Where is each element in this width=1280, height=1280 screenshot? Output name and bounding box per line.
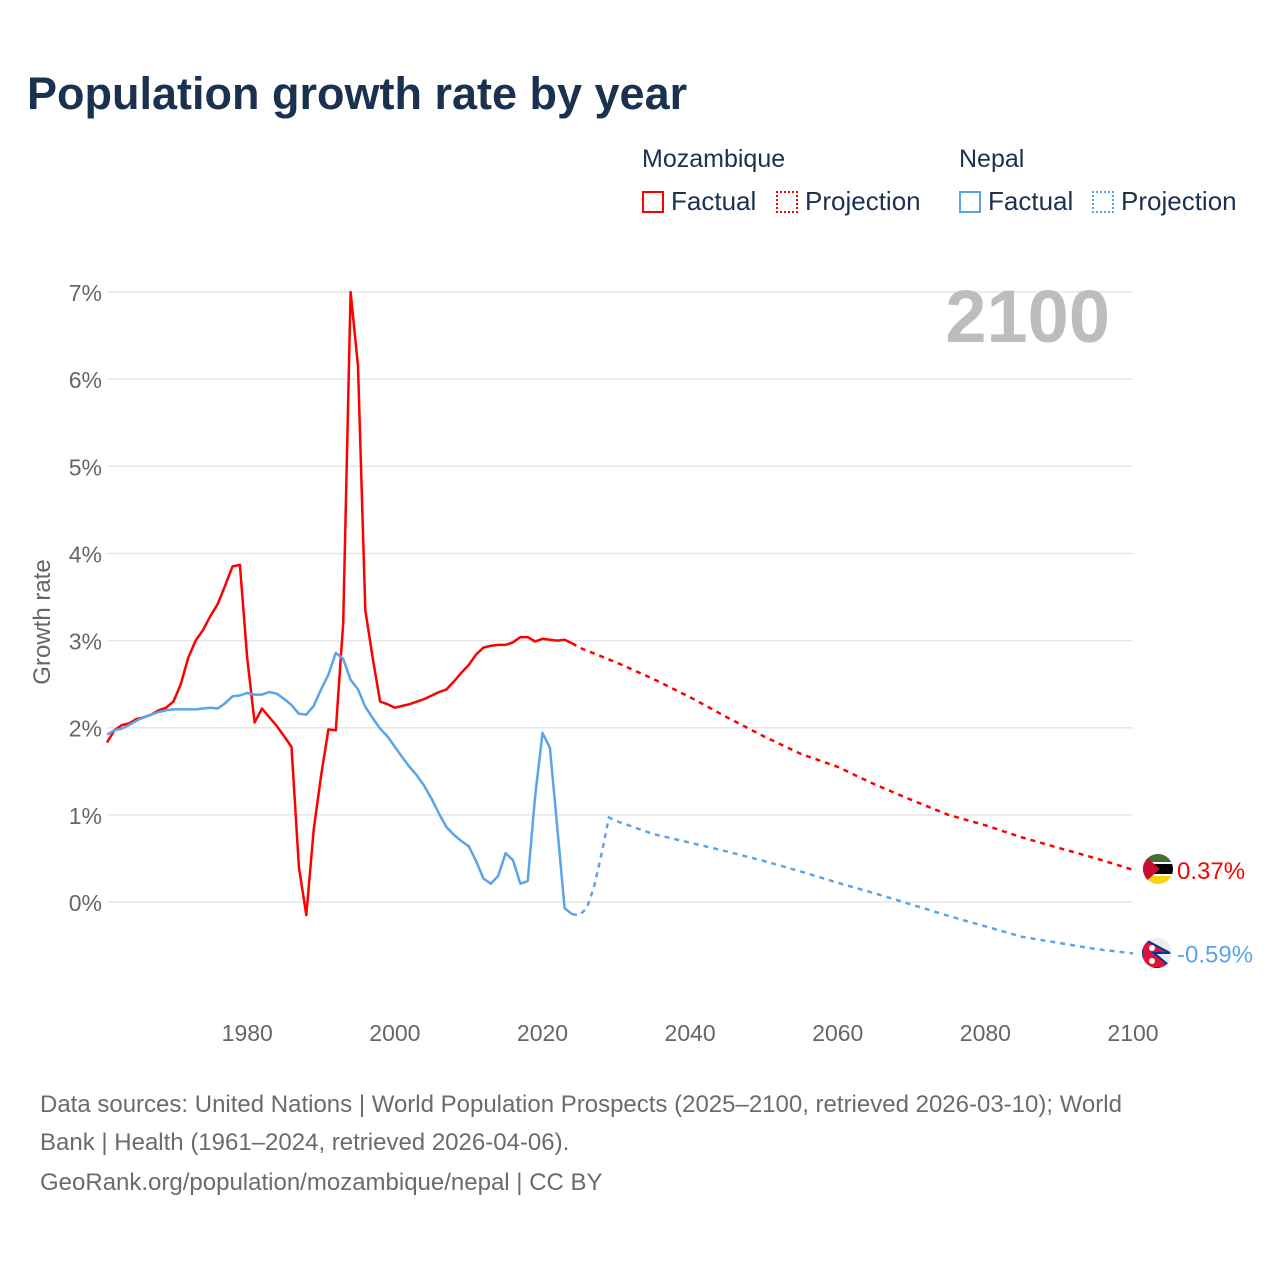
legend-mozambique-title: Mozambique — [642, 145, 786, 173]
legend-nepal-projection[interactable]: Projection — [1092, 186, 1237, 217]
x-tick-label: 2060 — [812, 1020, 863, 1046]
y-tick-label: 5% — [69, 454, 102, 480]
y-axis-title: Growth rate — [29, 559, 56, 684]
solid-swatch-icon — [959, 190, 981, 213]
dotted-swatch-icon — [1092, 190, 1114, 213]
nepal-projection-line — [571, 815, 1134, 955]
y-tick-label: 6% — [69, 367, 102, 393]
legend-label: Projection — [1121, 186, 1237, 216]
x-tick-label: 2000 — [369, 1020, 420, 1046]
chart-title: Population growth rate by year — [27, 68, 688, 119]
nepal-end-value-label: -0.59% — [1177, 941, 1253, 968]
plot-area: 0% 1% 2% 3% 4% 5% 6% 7% 1980 2000 2020 2040 2060 2080… — [29, 275, 1253, 1046]
y-tick-label: 3% — [69, 629, 102, 655]
solid-swatch-icon — [642, 190, 664, 213]
legend-label: Projection — [805, 186, 921, 216]
legend-nepal-title: Nepal — [959, 145, 1025, 173]
dotted-swatch-icon — [776, 190, 798, 213]
year-label: 2100 — [945, 275, 1110, 358]
mozambique-end-value-label: 0.37% — [1177, 858, 1245, 885]
legend-label: Factual — [988, 186, 1074, 216]
legend-mozambique-projection[interactable]: Projection — [776, 186, 921, 217]
footer-sources-line1: Data sources: United Nations | World Pop… — [40, 1091, 1122, 1118]
y-tick-label: 2% — [69, 716, 102, 742]
nepal-flag-icon — [1142, 938, 1172, 968]
mozambique-flag-icon — [1143, 854, 1173, 884]
legend-mozambique-factual[interactable]: Factual — [642, 186, 756, 217]
legend-nepal-factual[interactable]: Factual — [959, 186, 1073, 217]
footer-credit-link[interactable]: GeoRank.org/population/mozambique/nepal … — [40, 1169, 603, 1196]
x-tick-label: 2080 — [960, 1020, 1011, 1046]
nepal-factual-line — [106, 651, 573, 916]
y-tick-label: 1% — [69, 803, 102, 829]
x-tick-label: 2020 — [517, 1020, 568, 1046]
x-tick-label: 2100 — [1107, 1020, 1158, 1046]
legend-label: Factual — [671, 186, 757, 216]
y-tick-label: 0% — [69, 890, 102, 916]
footer-sources-line2: Bank | Health (1961–2024, retrieved 2026… — [40, 1129, 570, 1156]
y-tick-label: 4% — [69, 541, 102, 567]
x-tick-label: 2040 — [665, 1020, 716, 1046]
mozambique-factual-line — [105, 290, 573, 917]
x-tick-label: 1980 — [222, 1020, 273, 1046]
mozambique-projection-line — [571, 642, 1134, 871]
y-tick-label: 7% — [69, 280, 102, 306]
